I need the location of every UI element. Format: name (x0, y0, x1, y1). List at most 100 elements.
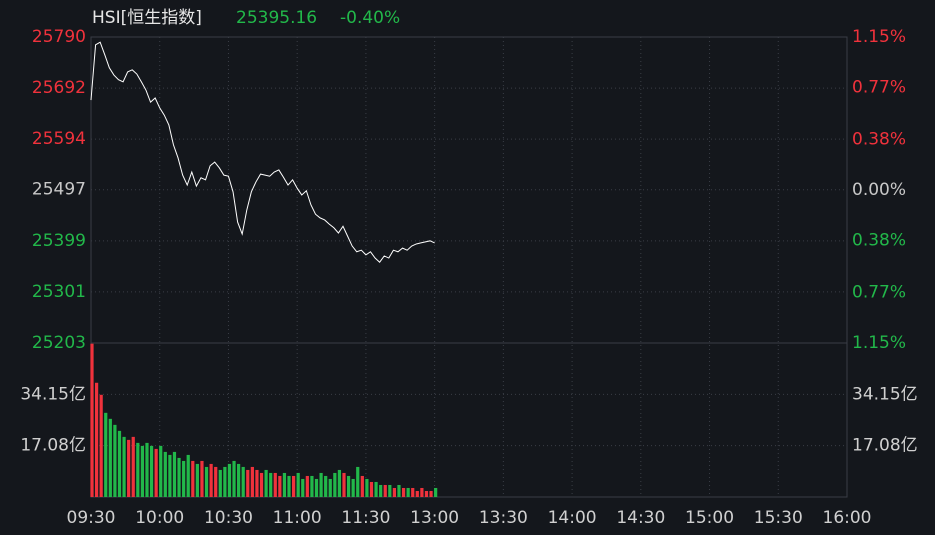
volume-bar (140, 445, 145, 497)
x-tick-label: 09:30 (67, 508, 116, 528)
y2-tick-label: 17.08亿 (852, 436, 918, 456)
volume-bar (186, 454, 190, 497)
volume-bar (159, 445, 163, 497)
volume-bar (246, 469, 250, 497)
volume-bar (191, 460, 195, 497)
volume-bar (379, 484, 383, 497)
volume-bar (365, 478, 369, 497)
x-tick-label: 16:00 (823, 508, 872, 528)
volume-bar (250, 466, 254, 497)
volume-bar (351, 478, 355, 497)
volume-bar (136, 442, 140, 497)
volume-bar (113, 424, 117, 497)
volume-bar (195, 463, 199, 497)
volume-bar (218, 469, 222, 497)
volume-bar (305, 475, 309, 497)
volume-bar (269, 472, 273, 497)
volume-bar (209, 463, 213, 497)
volume-bar (182, 460, 186, 497)
volume-bar (392, 487, 397, 497)
x-tick-label: 11:00 (273, 508, 322, 528)
volume-bar (346, 475, 351, 497)
volume-bar (319, 472, 323, 497)
volume-bar (104, 412, 108, 497)
volume-bar (273, 472, 277, 497)
x-tick-label: 13:30 (479, 508, 528, 528)
volume-bar (429, 490, 433, 497)
y2-tick-label: 0.77% (852, 78, 906, 98)
volume-bar (388, 484, 392, 497)
volume-bar (204, 466, 209, 497)
volume-bar (324, 475, 328, 497)
volume-bar (401, 487, 406, 497)
x-tick-label: 15:30 (754, 508, 803, 528)
volume-bar (200, 460, 204, 497)
volume-bar (374, 481, 378, 497)
volume-bar (241, 466, 245, 497)
y-tick-label: 25594 (32, 129, 86, 149)
x-tick-label: 11:30 (341, 508, 390, 528)
volume-bar (328, 478, 332, 497)
change: -0.40% (340, 8, 400, 28)
volume-bar (177, 457, 181, 497)
volume-bar (145, 442, 149, 497)
volume-bar (415, 490, 419, 497)
volume-bar (255, 469, 259, 497)
volume-bar (232, 460, 236, 497)
x-tick-label: 10:30 (204, 508, 253, 528)
volume-bar (278, 475, 282, 497)
volume-bar (397, 484, 401, 497)
y-tick-label: 17.08亿 (20, 436, 86, 456)
y2-tick-label: 0.77% (852, 282, 906, 302)
volume-bar (296, 472, 300, 497)
x-tick-label: 10:00 (135, 508, 184, 528)
volume-bar (282, 472, 287, 497)
volume-bar (424, 490, 429, 497)
volume-bar (434, 487, 438, 497)
y-tick-label: 25399 (32, 231, 86, 251)
volume-bar (154, 448, 158, 497)
volume-bar (214, 466, 218, 497)
volume-bar (149, 445, 154, 497)
volume-bar (90, 343, 94, 497)
volume-bar (369, 481, 374, 497)
volume-bar (383, 484, 387, 497)
y2-tick-label: 0.38% (852, 129, 906, 149)
y2-tick-label: 0.00% (852, 180, 906, 200)
volume-bar (172, 451, 177, 497)
volume-bar (122, 436, 126, 497)
volume-bar (259, 472, 264, 497)
volume-bar (342, 472, 346, 497)
volume-bar (223, 466, 227, 497)
volume-bar (333, 472, 337, 497)
plot-frame (90, 36, 848, 498)
volume-bar (264, 469, 268, 497)
volume-bar (287, 475, 291, 497)
volume-bar (337, 469, 342, 497)
y2-tick-label: 1.15% (852, 333, 906, 353)
volume-bar (127, 439, 131, 497)
volume-bar (420, 487, 424, 497)
y-tick-label: 34.15亿 (20, 384, 86, 404)
volume-bar (310, 475, 314, 497)
y2-tick-label: 0.38% (852, 231, 906, 251)
x-tick-label: 15:00 (685, 508, 734, 528)
last-price: 25395.16 (236, 8, 317, 28)
volume-bar (168, 454, 172, 497)
x-tick-label: 14:30 (616, 508, 665, 528)
y2-tick-label: 1.15% (852, 27, 906, 47)
y-tick-label: 25203 (32, 333, 86, 353)
volume-bar (163, 451, 167, 497)
volume-bar (94, 382, 99, 497)
y-tick-label: 25497 (32, 180, 86, 200)
price-line (90, 41, 435, 263)
volume-bar (117, 430, 122, 497)
y2-tick-label: 34.15亿 (852, 384, 918, 404)
volume-bar (301, 478, 305, 497)
volume-bar (108, 418, 112, 497)
chart-title: HSI[恒生指数] (92, 8, 202, 28)
y-tick-label: 25692 (32, 78, 86, 98)
y-tick-label: 25790 (32, 27, 86, 47)
volume-bar (237, 463, 241, 497)
